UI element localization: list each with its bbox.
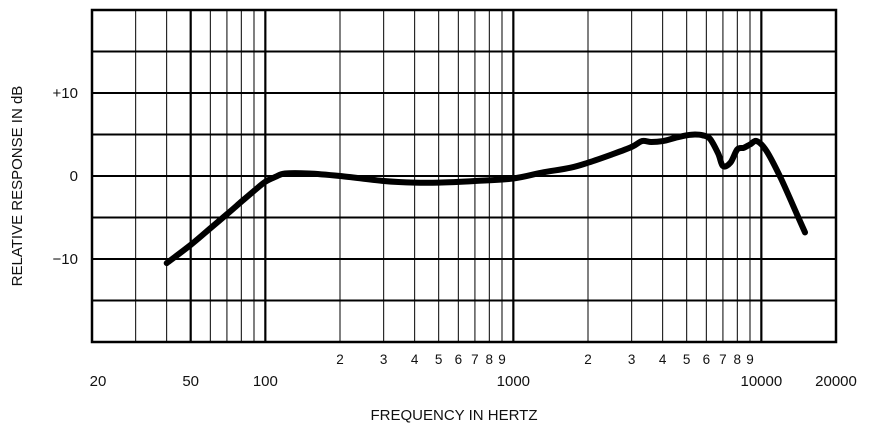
x-tick-label-minor: 8 [734, 352, 742, 367]
x-tick-label-major: 100 [253, 373, 278, 390]
x-tick-label-minor: 5 [435, 352, 443, 367]
x-tick-label-minor: 2 [584, 352, 592, 367]
x-tick-label-minor: 8 [486, 352, 494, 367]
x-tick-label-major: 10000 [740, 373, 782, 390]
y-axis-title: RELATIVE RESPONSE IN dB [9, 86, 26, 287]
x-tick-label-minor: 5 [683, 352, 691, 367]
y-tick-label: −10 [53, 251, 78, 268]
grid [92, 10, 836, 342]
x-tick-label-minor: 2 [336, 352, 344, 367]
series-line-response [163, 131, 808, 267]
x-tick-label-major: 20000 [815, 373, 857, 390]
x-tick-label-minor: 4 [411, 352, 419, 367]
y-tick-label: 0 [70, 168, 78, 185]
x-tick-label-minor: 3 [628, 352, 636, 367]
x-tick-label-minor: 7 [471, 352, 479, 367]
x-tick-label-minor: 6 [455, 352, 463, 367]
x-tick-label-major: 20 [90, 373, 107, 390]
x-tick-label-major: 1000 [497, 373, 530, 390]
x-tick-label-minor: 9 [498, 352, 506, 367]
x-tick-label-minor: 9 [746, 352, 754, 367]
x-tick-label-major: 50 [182, 373, 199, 390]
plot-frame [90, 8, 838, 344]
x-tick-label-minor: 7 [719, 352, 727, 367]
series-layer [163, 131, 808, 267]
y-tick-label: +10 [53, 85, 78, 102]
x-tick-label-minor: 4 [659, 352, 667, 367]
x-tick-label-minor: 3 [380, 352, 388, 367]
x-tick-label-minor: 6 [703, 352, 711, 367]
x-axis-title: FREQUENCY IN HERTZ [371, 407, 538, 424]
